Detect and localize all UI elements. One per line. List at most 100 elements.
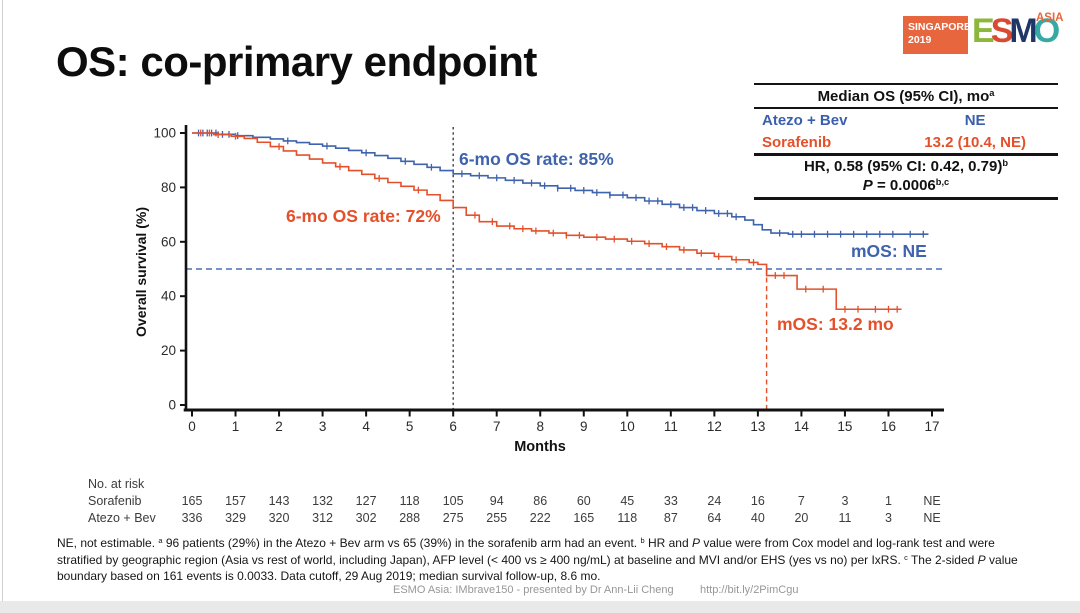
text-segment: value boundary based on 161 events is 0.… [57, 552, 1018, 584]
risk-row-label: Atezo + Bev [88, 511, 156, 525]
table-rule [754, 153, 1058, 156]
x-tick-label: 11 [664, 419, 678, 434]
x-tick-label: 16 [881, 419, 896, 434]
risk-count: 33 [663, 494, 678, 508]
annotation-6mo-os-atezo: 6-mo OS rate: 85% [459, 149, 614, 169]
risk-count: 94 [489, 494, 504, 508]
logo-venue-year: 2019 [908, 34, 932, 47]
risk-count: 40 [750, 511, 765, 525]
risk-count: 118 [399, 494, 420, 508]
logo-region-label: ASIA [1036, 12, 1064, 24]
esmo-letter: E [972, 12, 995, 50]
slide-left-edge [2, 0, 3, 601]
table-rule [754, 83, 1058, 85]
risk-count: 143 [268, 494, 290, 508]
x-tick-label: 10 [620, 419, 635, 434]
risk-count: 255 [486, 511, 508, 525]
arm-name: Sorafenib [762, 134, 832, 151]
risk-count: 11 [838, 511, 852, 525]
risk-count: 7 [797, 494, 805, 508]
risk-count: 157 [225, 494, 246, 508]
text-segment: value were from Cox model and log-rank t… [57, 536, 995, 567]
esmo-asia-logo: SINGAPORE 2019 ESMO ASIA [903, 10, 1078, 58]
risk-count: 320 [268, 511, 290, 525]
x-tick-label: 1 [232, 419, 240, 434]
esmo-letter: O [1033, 12, 1061, 50]
x-tick-label: 8 [536, 419, 544, 434]
risk-count: 86 [533, 494, 548, 508]
superscript: a [158, 536, 163, 546]
x-tick-label: 14 [794, 419, 810, 434]
median-os-table-header: Median OS (95% CI), moa [754, 85, 1058, 107]
x-tick-label: 15 [837, 419, 852, 434]
x-tick-label: 5 [406, 419, 414, 434]
footer-credit: ESMO Asia: IMbrave150 - presented by Dr … [393, 584, 674, 596]
risk-count: 127 [355, 494, 377, 508]
logo-venue-box: SINGAPORE 2019 [903, 16, 971, 54]
superscript: b [1002, 158, 1009, 169]
risk-count: 275 [442, 511, 464, 525]
y-tick-label: 80 [161, 180, 176, 195]
risk-count: 222 [529, 511, 551, 525]
slide-bottom-strip [0, 601, 1080, 613]
km-curve-atezo-bev [192, 132, 929, 235]
x-tick-label: 4 [362, 419, 370, 434]
risk-count: 1 [884, 494, 892, 508]
p-value-text: P = 0.0006b,c [754, 175, 1058, 197]
text-segment: NE, not estimable. [57, 536, 159, 550]
arm-name: Atezo + Bev [762, 112, 848, 129]
table-rule [754, 107, 1058, 109]
x-tick-label: 6 [449, 419, 457, 434]
superscript: b,c [935, 177, 950, 188]
risk-count: 24 [707, 494, 722, 508]
risk-count: 3 [841, 494, 849, 508]
text-segment: = 0.0006 [872, 177, 936, 194]
km-curve-sorafenib [192, 132, 902, 311]
risk-count: 132 [312, 494, 333, 508]
risk-count: 165 [573, 511, 595, 525]
table-rule [754, 197, 1058, 200]
annotation-mos-sorafenib: mOS: 13.2 mo [777, 314, 894, 334]
x-tick-label: 9 [580, 419, 588, 434]
arm-median-os: NE [964, 112, 986, 129]
risk-count: 288 [399, 511, 421, 525]
text-segment: HR, 0.58 (95% CI: 0.42, 0.79) [803, 158, 1003, 175]
median-os-table: Median OS (95% CI), moa Atezo + Bev NE S… [754, 83, 1058, 200]
x-tick-label: 12 [707, 419, 722, 434]
y-tick-label: 0 [168, 398, 176, 413]
y-axis-title: Overall survival (%) [133, 207, 149, 337]
risk-count: 60 [576, 494, 591, 508]
y-tick-label: 60 [161, 234, 176, 249]
risk-count: 118 [617, 511, 638, 525]
footnote: NE, not estimable. a 96 patients (29%) i… [57, 536, 1042, 584]
risk-count: 336 [181, 511, 203, 525]
y-tick-label: 100 [153, 126, 176, 141]
footer-link[interactable]: http://bit.ly/2PimCgu [700, 584, 799, 596]
text-segment: P [977, 552, 986, 567]
risk-count: 64 [707, 511, 722, 525]
text-segment: HR and [644, 536, 692, 550]
risk-count: NE [923, 511, 941, 525]
y-tick-label: 20 [161, 343, 176, 358]
risk-count: 45 [620, 494, 635, 508]
text-segment: P [691, 536, 700, 550]
esmo-letter: M [1009, 12, 1037, 50]
text-segment: Median OS (95% CI), mo [817, 88, 990, 105]
annotation-6mo-os-sorafenib: 6-mo OS rate: 72% [286, 206, 441, 226]
arm-median-os: 13.2 (10.4, NE) [924, 134, 1026, 151]
risk-count: 87 [663, 511, 678, 525]
text-segment: P [862, 177, 873, 194]
risk-count: 20 [794, 511, 809, 525]
risk-count: 165 [181, 494, 203, 508]
x-axis-title: Months [514, 439, 566, 455]
risk-count: NE [923, 494, 941, 508]
annotation-mos-atezo: mOS: NE [851, 241, 927, 261]
superscript: c [904, 552, 908, 562]
risk-count: 105 [442, 494, 464, 508]
y-tick-label: 40 [161, 289, 176, 304]
x-tick-label: 7 [493, 419, 501, 434]
table-row-atezo-bev: Atezo + Bev NE [754, 109, 1058, 131]
hazard-ratio-text: HR, 0.58 (95% CI: 0.42, 0.79)b [754, 156, 1058, 175]
x-tick-label: 0 [188, 419, 196, 434]
